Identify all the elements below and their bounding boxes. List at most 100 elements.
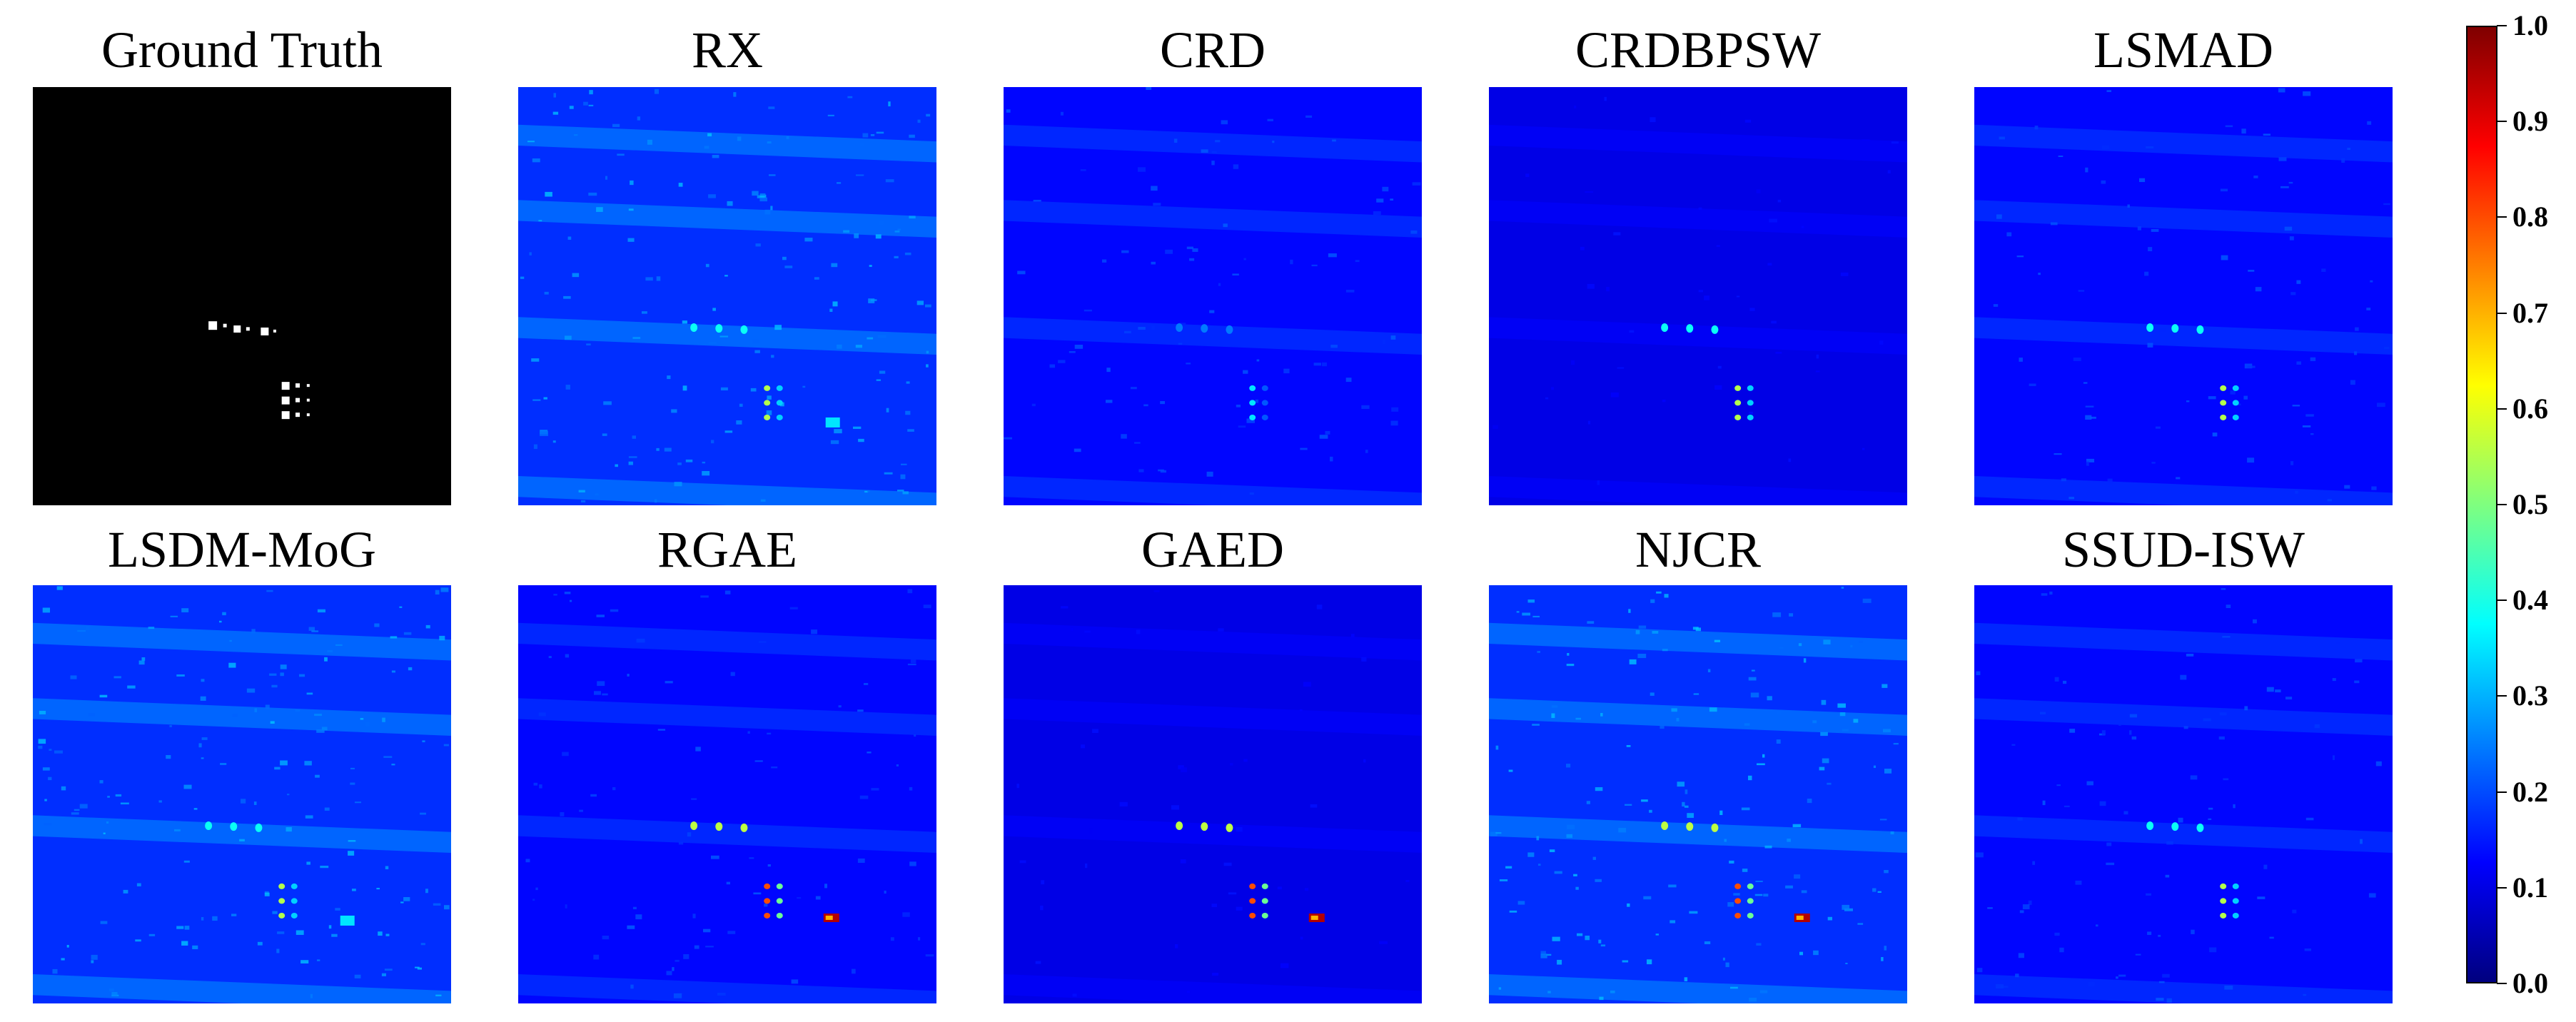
heatmap-target [1176, 821, 1183, 830]
heatmap-speckle [1610, 990, 1615, 993]
heatmap-speckle [682, 385, 687, 391]
heatmap-speckle [1839, 712, 1846, 717]
heatmap-speckle [183, 784, 192, 789]
heatmap-target [2232, 912, 2239, 919]
heatmap-speckle [2341, 158, 2345, 163]
heatmap-speckle [1837, 703, 1846, 708]
heatmap-anomaly [1796, 915, 1804, 920]
heatmap-speckle [532, 899, 535, 901]
heatmap-speckle [232, 714, 238, 717]
heatmap-speckle [1600, 713, 1603, 717]
heatmap-speckle [1517, 901, 1525, 905]
heatmap-speckle [2292, 405, 2300, 407]
heatmap-speckle [399, 606, 403, 608]
map-canvas [33, 87, 451, 505]
heatmap-speckle [1305, 115, 1313, 118]
heatmap-target [1261, 385, 1268, 391]
heatmap-speckle [876, 131, 884, 134]
heatmap-target [1747, 400, 1754, 406]
heatmap-anomaly [825, 915, 833, 920]
heatmap-speckle [749, 857, 754, 859]
heatmap-target [776, 883, 783, 889]
panel-title-crd: CRD [1159, 21, 1266, 79]
heatmap-stripe [1489, 317, 1907, 355]
heatmap-speckle [797, 897, 802, 899]
heatmap-speckle [677, 462, 682, 465]
heatmap-stripe [1004, 622, 1422, 661]
heatmap-speckle [1821, 699, 1827, 705]
heatmap-stripe [518, 698, 936, 736]
heatmap-speckle [1186, 246, 1193, 250]
heatmap-speckle [869, 265, 872, 267]
heatmap-target [2220, 385, 2227, 391]
heatmap-speckle [1243, 759, 1248, 762]
heatmap-speckle [1788, 458, 1792, 462]
heatmap-speckle [2015, 973, 2019, 978]
ground-truth-target [223, 323, 227, 328]
heatmap-speckle [241, 799, 246, 804]
heatmap-speckle [2360, 839, 2363, 844]
heatmap-speckle [610, 609, 619, 612]
heatmap-speckle [123, 889, 128, 894]
heatmap-speckle [1827, 916, 1833, 921]
heatmap-speckle [687, 832, 692, 837]
heatmap-speckle [2263, 864, 2268, 869]
heatmap-target [1226, 325, 1233, 334]
heatmap-speckle [753, 892, 762, 895]
heatmap-speckle [1412, 182, 1421, 186]
ground-truth-target [296, 383, 300, 388]
heatmap-speckle [103, 832, 106, 834]
heatmap-speckle [605, 176, 608, 180]
colorbar-tick-label: 0.6 [2497, 394, 2548, 423]
heatmap-speckle [1376, 198, 1384, 203]
heatmap-speckle [327, 649, 333, 653]
heatmap-speckle [540, 431, 548, 436]
heatmap-speckle [627, 925, 635, 929]
heatmap-speckle [769, 174, 776, 176]
heatmap-speckle [1532, 615, 1540, 618]
heatmap-speckle [628, 461, 633, 465]
heatmap-speckle [1879, 340, 1884, 345]
heatmap-target [1176, 323, 1183, 332]
heatmap-speckle [42, 767, 50, 771]
heatmap-speckle [771, 766, 778, 769]
heatmap-speckle [435, 590, 440, 595]
heatmap-target [1747, 883, 1754, 889]
heatmap-speckle [296, 930, 304, 935]
heatmap-speckle [176, 926, 184, 929]
heatmap-speckle [1549, 849, 1555, 852]
heatmap-target [1711, 325, 1719, 334]
heatmap-speckle [1862, 598, 1872, 603]
heatmap-speckle [2148, 247, 2153, 252]
heatmap-speckle [1575, 886, 1579, 890]
heatmap-speckle [306, 692, 313, 695]
heatmap-speckle [612, 787, 616, 791]
detection-map-ssud-isw [1974, 585, 2393, 1003]
heatmap-stripe [1004, 475, 1422, 505]
heatmap-speckle [1134, 442, 1141, 444]
heatmap-speckle [1733, 893, 1740, 896]
heatmap-speckle [435, 994, 442, 996]
heatmap-speckle [1527, 599, 1535, 603]
heatmap-speckle [1812, 720, 1817, 724]
heatmap-speckle [527, 141, 535, 143]
heatmap-speckle [727, 931, 736, 934]
heatmap-speckle [2296, 361, 2301, 365]
heatmap-speckle [274, 766, 281, 770]
heatmap-speckle [2006, 232, 2012, 237]
heatmap-speckle [2116, 976, 2118, 979]
heatmap-target [2146, 323, 2154, 332]
heatmap-speckle [885, 179, 894, 183]
heatmap-speckle [1551, 705, 1558, 708]
heatmap-speckle [321, 727, 328, 731]
heatmap-speckle [1622, 960, 1629, 963]
heatmap-speckle [1722, 957, 1725, 961]
heatmap-speckle [665, 681, 673, 684]
colorbar-tick-label: 0.1 [2497, 873, 2548, 902]
map-canvas [1489, 585, 1907, 1003]
heatmap-speckle [678, 841, 684, 845]
heatmap-speckle [655, 499, 657, 503]
heatmap-target [690, 821, 698, 830]
heatmap-speckle [38, 739, 46, 744]
heatmap-speckle [1508, 769, 1513, 772]
